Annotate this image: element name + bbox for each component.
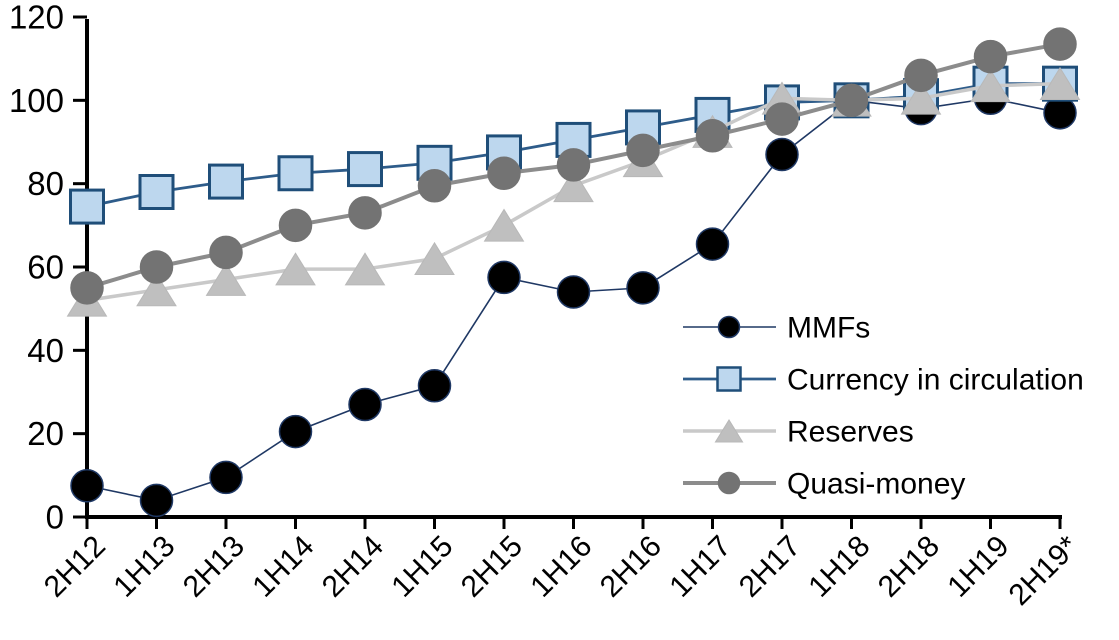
y-axis-tick-label: 20 xyxy=(27,415,64,452)
data-point-marker-quasi-money xyxy=(487,156,521,190)
y-axis-tick-label: 40 xyxy=(27,332,64,369)
data-point-marker-reserves xyxy=(205,262,247,296)
data-point-marker-currency-in-circulation xyxy=(69,188,105,225)
data-point-marker-reserves xyxy=(970,68,1011,103)
legend-item-currency-in-circulation: Currency in circulation xyxy=(683,364,1084,397)
data-point-marker-mmfs xyxy=(626,271,660,305)
data-point-marker-reserves xyxy=(483,208,525,242)
data-point-marker-quasi-money xyxy=(139,250,174,284)
data-point-marker-currency-in-circulation xyxy=(208,163,244,200)
legend-label-quasi-money: Quasi-money xyxy=(787,468,965,501)
data-point-marker-mmfs xyxy=(278,414,313,449)
data-point-marker-mmfs xyxy=(139,483,174,518)
legend-label-currency-in-circulation: Currency in circulation xyxy=(787,364,1084,397)
y-axis-tick-label: 0 xyxy=(46,499,64,536)
legend-item-mmfs: MMFs xyxy=(683,312,870,345)
data-point-marker-mmfs xyxy=(209,460,243,495)
legend-item-quasi-money: Quasi-money xyxy=(683,468,965,501)
data-point-marker-reserves xyxy=(136,273,177,307)
data-point-marker-currency-in-circulation xyxy=(138,174,175,210)
data-point-marker-quasi-money xyxy=(348,196,382,230)
legend-marker-mmfs xyxy=(717,315,741,339)
legend-label-reserves: Reserves xyxy=(787,416,914,449)
legend-marker-currency-in-circulation xyxy=(716,366,742,392)
data-point-marker-quasi-money xyxy=(1043,27,1077,61)
data-point-marker-mmfs xyxy=(695,227,730,261)
data-point-marker-currency-in-circulation xyxy=(347,151,383,188)
data-point-marker-reserves xyxy=(553,168,594,203)
y-axis-tick-label: 80 xyxy=(27,165,64,202)
y-axis-tick-label: 100 xyxy=(9,82,64,119)
legend: MMFs Currency in circulation Reserves Quasi… xyxy=(683,312,1084,501)
series-quasi-money xyxy=(70,27,1077,305)
legend-item-reserves: Reserves xyxy=(683,416,914,449)
data-point-marker-mmfs xyxy=(348,387,382,422)
data-point-marker-reserves xyxy=(344,252,386,286)
data-point-marker-currency-in-circulation xyxy=(277,155,314,192)
data-point-marker-quasi-money xyxy=(556,148,591,182)
y-axis-tick-label: 60 xyxy=(27,249,64,286)
legend-marker-quasi-money xyxy=(717,471,741,495)
data-point-marker-reserves xyxy=(275,252,316,286)
data-point-marker-reserves xyxy=(900,81,942,115)
legend-label-mmfs: MMFs xyxy=(787,312,870,345)
legend-marker-reserves xyxy=(714,419,744,443)
data-point-marker-reserves xyxy=(414,241,455,276)
data-point-marker-reserves xyxy=(1039,66,1081,101)
data-point-marker-mmfs xyxy=(487,260,521,295)
data-point-marker-mmfs xyxy=(556,275,591,309)
data-point-marker-quasi-money xyxy=(834,83,869,118)
data-point-marker-mmfs xyxy=(765,137,799,172)
data-point-marker-quasi-money xyxy=(904,58,938,93)
data-point-marker-quasi-money xyxy=(626,133,660,168)
data-point-marker-quasi-money xyxy=(973,39,1008,74)
data-point-marker-quasi-money xyxy=(417,169,452,203)
data-point-marker-mmfs xyxy=(417,369,452,403)
data-point-marker-quasi-money xyxy=(209,235,243,270)
data-point-marker-quasi-money xyxy=(278,208,313,243)
data-point-marker-quasi-money xyxy=(70,271,104,305)
data-point-marker-quasi-money xyxy=(695,119,730,153)
data-point-marker-mmfs xyxy=(70,469,104,503)
y-axis-tick-label: 120 xyxy=(9,0,64,36)
data-point-marker-quasi-money xyxy=(765,102,799,136)
